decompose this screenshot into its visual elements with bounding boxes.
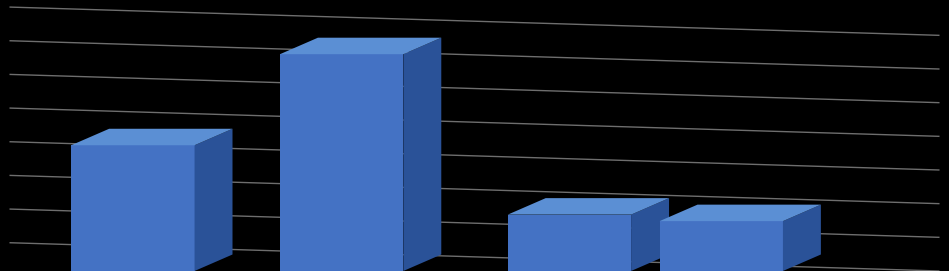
- Polygon shape: [195, 129, 233, 271]
- Polygon shape: [660, 221, 783, 271]
- Polygon shape: [660, 205, 821, 221]
- Polygon shape: [71, 129, 233, 145]
- Polygon shape: [280, 38, 441, 54]
- Polygon shape: [631, 198, 669, 271]
- Polygon shape: [508, 198, 669, 215]
- Polygon shape: [403, 38, 441, 271]
- Polygon shape: [71, 145, 195, 271]
- Polygon shape: [280, 54, 403, 271]
- Polygon shape: [508, 215, 631, 271]
- Polygon shape: [783, 205, 821, 271]
